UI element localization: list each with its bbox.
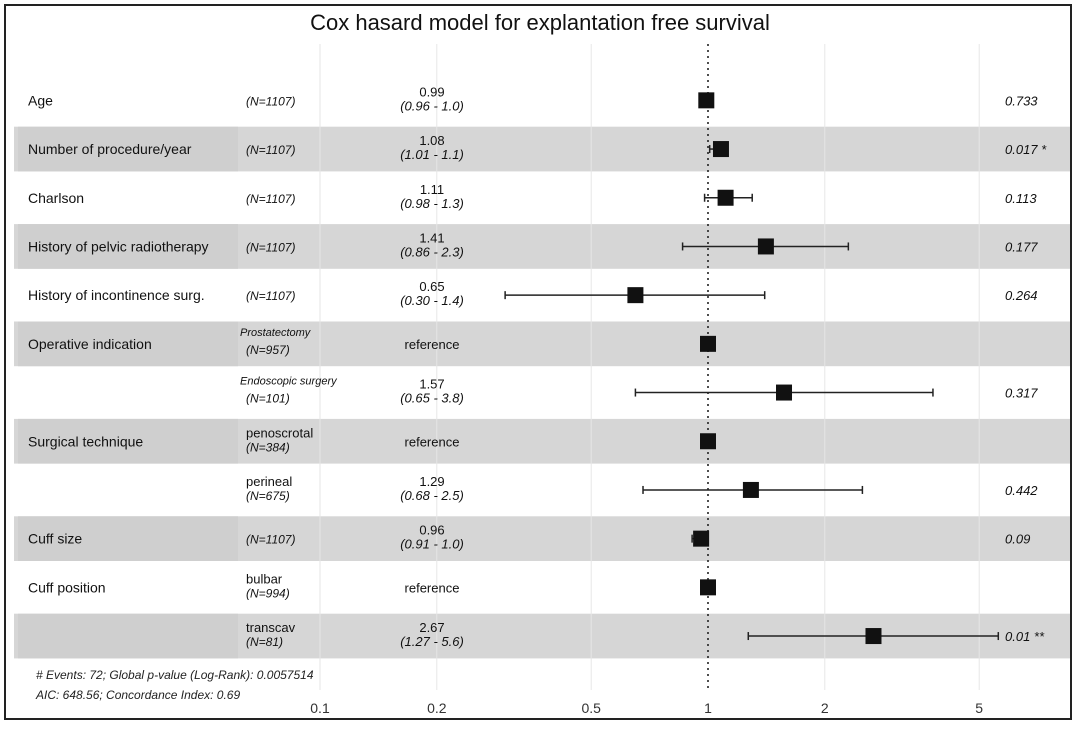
x-tick-label: 2 — [821, 700, 829, 716]
row-estimate: reference — [405, 580, 460, 595]
estimate-marker — [698, 92, 715, 109]
chart-title: Cox hasard model for explantation free s… — [310, 10, 770, 35]
row-variable-label: Surgical technique — [28, 433, 143, 449]
row-n-label: (N=675) — [246, 489, 290, 503]
row-p-value: 0.09 — [1005, 532, 1030, 547]
estimate-marker — [757, 238, 774, 255]
x-tick-label: 0.2 — [427, 700, 447, 716]
row-ci-text: (1.01 - 1.1) — [400, 147, 464, 162]
row-estimate: 0.96 — [419, 523, 444, 538]
row-n-label: (N=1107) — [246, 192, 295, 206]
row-estimate: reference — [405, 337, 460, 352]
footer-events: # Events: 72; Global p-value (Log-Rank):… — [36, 668, 314, 682]
row-level-label: transcav — [246, 620, 296, 635]
row-variable-label: Cuff position — [28, 579, 106, 595]
row-estimate: 1.11 — [420, 182, 444, 197]
row-p-value: 0.264 — [1005, 288, 1038, 303]
footer-aic: AIC: 648.56; Concordance Index: 0.69 — [36, 688, 241, 702]
row-estimate: 0.65 — [419, 279, 444, 294]
row-level-label: perineal — [246, 474, 292, 489]
row-estimate: 1.57 — [419, 377, 444, 392]
row-variable-label: Number of procedure/year — [28, 141, 192, 157]
row-n-label: (N=1107) — [246, 533, 295, 547]
row-n-label: (N=1107) — [246, 143, 295, 157]
row-level-label: bulbar — [246, 571, 283, 586]
row-p-value: 0.317 — [1005, 386, 1038, 401]
estimate-marker — [627, 287, 644, 304]
row-label-band — [18, 321, 238, 367]
row-n-label: (N=1107) — [246, 94, 295, 108]
estimate-marker — [865, 628, 882, 645]
row-label-band — [18, 126, 238, 172]
row-variable-label: History of incontinence surg. — [28, 287, 205, 303]
x-tick-label: 0.5 — [581, 700, 601, 716]
row-label-band — [18, 516, 238, 561]
row-variable-label: Charlson — [28, 190, 84, 206]
row-p-value: 0.01 ** — [1005, 629, 1045, 644]
estimate-marker — [717, 189, 734, 206]
estimate-marker — [700, 335, 716, 352]
estimate-marker — [742, 481, 759, 498]
row-ci-text: (0.96 - 1.0) — [400, 98, 464, 113]
row-p-value: 0.733 — [1005, 93, 1038, 108]
row-ci-text: (0.86 - 2.3) — [400, 244, 464, 259]
estimate-marker — [700, 579, 716, 596]
x-tick-label: 5 — [975, 700, 983, 716]
row-label-band — [18, 613, 238, 659]
row-label-band — [18, 224, 238, 269]
row-n-label: (N=81) — [246, 635, 283, 649]
row-p-value: 0.177 — [1005, 239, 1038, 254]
estimate-marker — [712, 141, 729, 158]
row-estimate: 1.41 — [419, 230, 444, 245]
row-estimate: 1.08 — [419, 133, 444, 148]
row-n-label: (N=1107) — [246, 240, 295, 254]
estimate-marker — [700, 433, 716, 450]
row-estimate: reference — [405, 434, 460, 449]
row-level-label: Endoscopic surgery — [240, 376, 338, 388]
row-variable-label: Age — [28, 92, 53, 108]
row-n-label: (N=101) — [246, 392, 290, 406]
row-ci-text: (0.91 - 1.0) — [400, 537, 464, 552]
row-ci-text: (0.98 - 1.3) — [400, 196, 464, 211]
row-p-value: 0.017 * — [1005, 142, 1047, 157]
row-n-label: (N=384) — [246, 440, 290, 454]
row-ci-text: (1.27 - 5.6) — [400, 634, 464, 649]
row-n-label: (N=1107) — [246, 289, 295, 303]
estimate-marker — [693, 530, 710, 547]
row-ci-text: (0.65 - 3.8) — [400, 391, 464, 406]
row-ci-text: (0.68 - 2.5) — [400, 488, 464, 503]
row-n-label: (N=957) — [246, 343, 290, 357]
row-estimate: 2.67 — [419, 620, 444, 635]
row-estimate: 0.99 — [419, 84, 444, 99]
row-variable-label: History of pelvic radiotherapy — [28, 238, 209, 254]
x-tick-label: 0.1 — [310, 700, 330, 716]
row-variable-label: Cuff size — [28, 531, 82, 547]
row-p-value: 0.442 — [1005, 483, 1038, 498]
row-label-band — [18, 418, 238, 464]
row-ci-text: (0.30 - 1.4) — [400, 293, 464, 308]
row-level-label: Prostatectomy — [240, 327, 312, 339]
row-n-label: (N=994) — [246, 586, 290, 600]
row-variable-label: Operative indication — [28, 336, 152, 352]
row-p-value: 0.113 — [1005, 191, 1037, 206]
row-level-label: penoscrotal — [246, 425, 313, 440]
row-estimate: 1.29 — [419, 474, 444, 489]
estimate-marker — [776, 384, 793, 401]
x-tick-label: 1 — [704, 700, 712, 716]
